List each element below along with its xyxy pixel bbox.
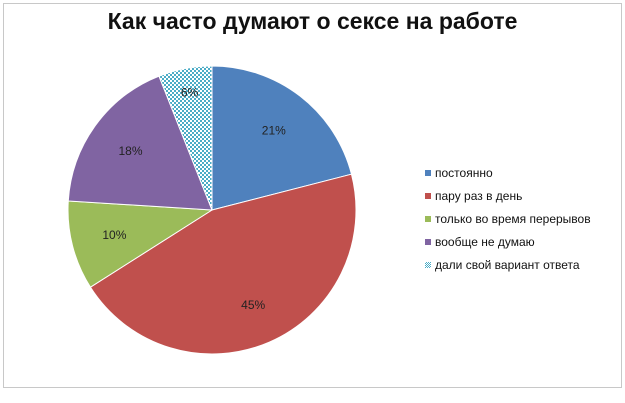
legend-label: постоянно	[435, 165, 493, 180]
legend-item: дали свой вариант ответа	[425, 253, 591, 276]
legend-item: пару раз в день	[425, 184, 591, 207]
legend: постоянно пару раз в день только во время …	[425, 161, 591, 276]
slice-percent-label: 10%	[102, 228, 126, 242]
legend-swatch	[425, 215, 431, 222]
legend-label: вообще не думаю	[435, 234, 535, 249]
slice-percent-label: 18%	[118, 144, 142, 158]
pie-slice	[67, 200, 214, 288]
legend-item: постоянно	[425, 161, 591, 184]
legend-swatch	[425, 192, 431, 199]
legend-label: пару раз в день	[435, 188, 523, 203]
legend-item: вообще не думаю	[425, 230, 591, 253]
pie-slice	[158, 65, 213, 211]
pie-slice	[67, 75, 213, 211]
slice-percent-label: 6%	[181, 86, 199, 100]
pie-slice	[211, 65, 353, 211]
chart-title: Как часто думают о сексе на работе	[107, 8, 518, 34]
legend-label: только во время перерывов	[435, 211, 591, 226]
legend-swatch	[425, 261, 431, 268]
pie-slice	[89, 173, 357, 355]
legend-label: дали свой вариант ответа	[435, 257, 580, 272]
slice-percent-label: 21%	[262, 123, 286, 137]
legend-swatch	[425, 169, 431, 176]
slice-percent-label: 45%	[241, 298, 265, 312]
legend-swatch	[425, 238, 431, 245]
legend-item: только во время перерывов	[425, 207, 591, 230]
